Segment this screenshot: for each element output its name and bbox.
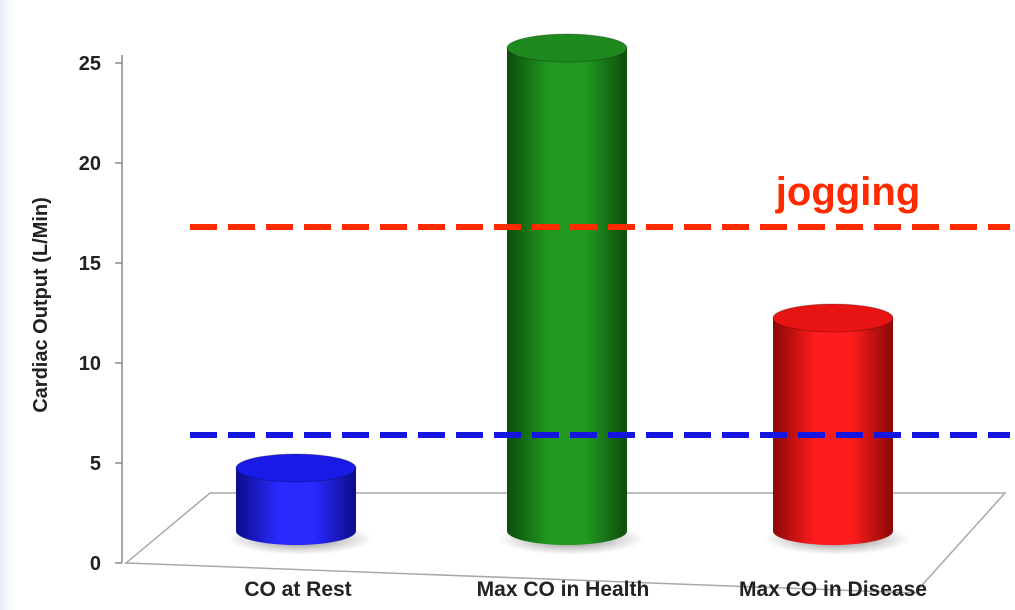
- bar-top-cap: [506, 33, 628, 63]
- x-tick-label: CO at Rest: [244, 578, 351, 601]
- bar-0: [226, 453, 374, 555]
- bar-2: [763, 303, 911, 555]
- reference-line-label: jogging: [775, 170, 920, 214]
- bars: [226, 33, 911, 555]
- bar-body: [236, 468, 356, 545]
- reference-lines: jogging: [190, 170, 1010, 438]
- y-tick-label: 10: [79, 353, 101, 375]
- y-tick-label: 25: [79, 53, 101, 75]
- bar-body: [773, 318, 893, 545]
- bar-body: [507, 48, 627, 545]
- y-axis-label: Cardiac Output (L/Min): [30, 197, 52, 413]
- x-tick-labels: CO at Rest Max CO in Health Max CO in Dise…: [244, 578, 927, 601]
- bar-top-cap: [772, 303, 894, 333]
- x-tick-label: Max CO in Health: [477, 578, 650, 601]
- y-tick-label: 5: [90, 453, 101, 475]
- y-tick-label: 15: [79, 253, 101, 275]
- x-tick-label: Max CO in Disease: [739, 578, 927, 601]
- bar-top-cap: [235, 453, 357, 483]
- y-ticks: 0 5 10 15 20 25: [79, 53, 122, 575]
- y-tick-label: 20: [79, 153, 101, 175]
- y-tick-label: 0: [90, 553, 101, 575]
- bar-1: [497, 33, 645, 555]
